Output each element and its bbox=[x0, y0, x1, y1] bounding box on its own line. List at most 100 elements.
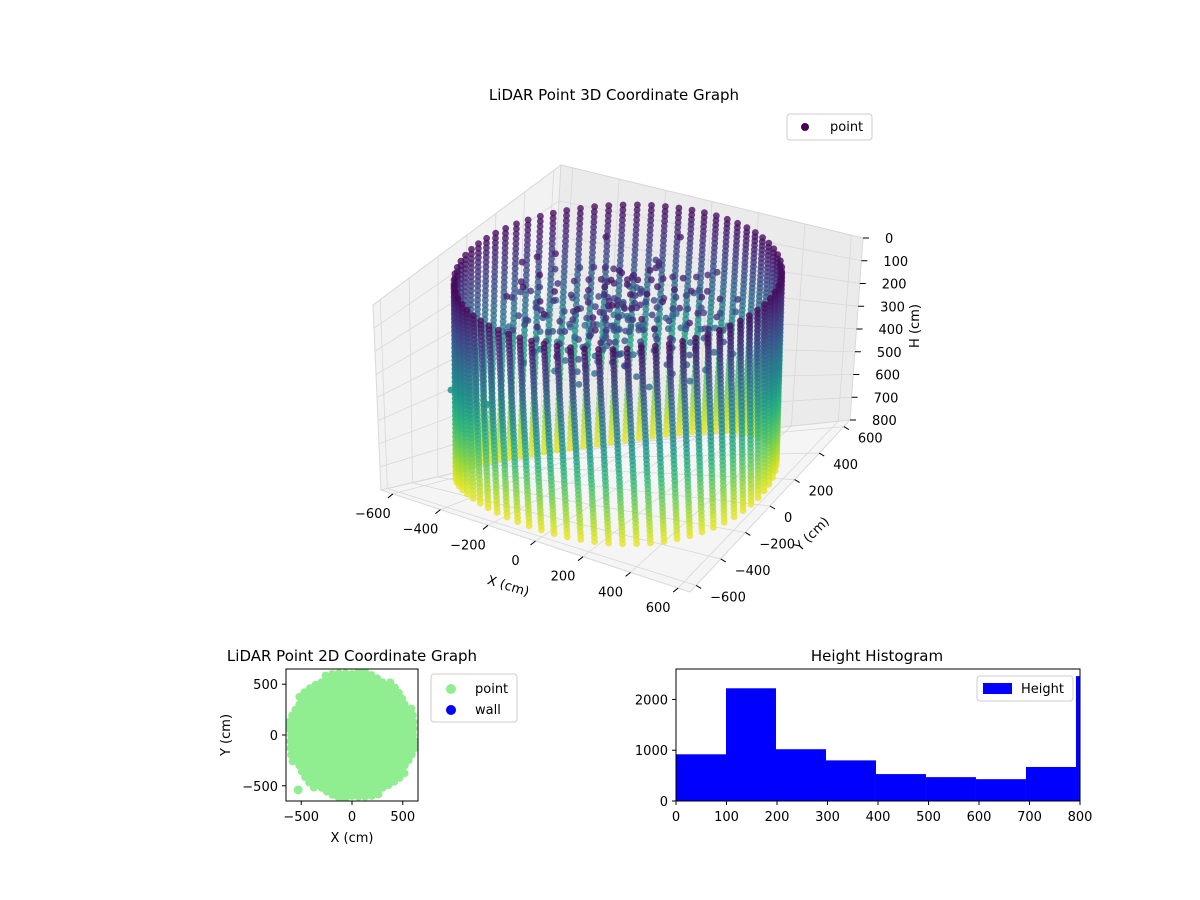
point-marker bbox=[645, 251, 653, 259]
point-marker bbox=[334, 793, 343, 801]
point-marker bbox=[502, 225, 510, 232]
point-marker bbox=[583, 293, 591, 301]
point-marker bbox=[562, 237, 569, 245]
legend-marker-point bbox=[801, 123, 809, 131]
point-marker bbox=[633, 211, 641, 219]
point-marker bbox=[523, 241, 531, 249]
point-marker bbox=[673, 243, 681, 251]
point-marker bbox=[501, 254, 509, 262]
point-marker bbox=[501, 269, 508, 276]
x-tick-label-hist: 500 bbox=[916, 810, 941, 825]
point-marker bbox=[618, 226, 626, 234]
point-marker bbox=[548, 240, 556, 248]
point-marker bbox=[374, 790, 383, 799]
point-marker bbox=[656, 310, 663, 318]
point-marker bbox=[538, 526, 545, 534]
point-marker bbox=[288, 711, 297, 720]
point-marker bbox=[634, 276, 642, 284]
point-marker bbox=[511, 275, 519, 282]
point-marker bbox=[576, 225, 583, 233]
point-marker bbox=[698, 293, 706, 301]
xlabel-3d: X (cm) bbox=[485, 573, 531, 600]
point-marker bbox=[602, 258, 610, 265]
point-marker bbox=[481, 306, 489, 314]
point-marker bbox=[685, 263, 693, 271]
point-marker bbox=[409, 724, 418, 733]
point-marker bbox=[482, 287, 489, 295]
point-marker bbox=[627, 336, 634, 344]
lidar-3d-plot: −600−400−2000200400600−600−400−200020040… bbox=[355, 86, 923, 616]
point-marker bbox=[492, 234, 499, 242]
point-marker bbox=[503, 513, 511, 521]
point-marker bbox=[704, 271, 712, 279]
x-tick-label-hist: 400 bbox=[866, 810, 891, 825]
x-tick-label-hist: 100 bbox=[714, 810, 739, 825]
point-marker bbox=[560, 278, 568, 286]
point-marker bbox=[616, 326, 623, 333]
point-marker bbox=[676, 420, 684, 427]
point-marker bbox=[653, 316, 661, 323]
point-marker bbox=[467, 292, 475, 299]
point-marker bbox=[574, 306, 581, 313]
point-marker bbox=[548, 255, 555, 263]
point-marker bbox=[648, 202, 655, 209]
point-marker bbox=[601, 283, 609, 291]
z-tick-label-3d: 500 bbox=[877, 346, 902, 361]
z-tick-label-3d: 300 bbox=[880, 300, 905, 315]
point-marker bbox=[575, 245, 583, 253]
point-marker bbox=[618, 269, 626, 277]
y-tick-label-3d: −200 bbox=[759, 537, 795, 552]
point-marker bbox=[551, 288, 558, 295]
point-marker bbox=[482, 268, 490, 275]
x-tick-label-hist: 600 bbox=[967, 810, 992, 825]
point-marker bbox=[501, 259, 509, 267]
point-marker bbox=[367, 791, 376, 800]
point-marker bbox=[408, 731, 417, 739]
x-tick-label-3d: 0 bbox=[511, 554, 519, 569]
point-marker bbox=[674, 228, 681, 236]
point-marker bbox=[705, 325, 712, 333]
grid-line bbox=[677, 420, 839, 589]
point-marker bbox=[354, 792, 363, 801]
y-tick-3d bbox=[720, 558, 727, 563]
point-marker bbox=[591, 203, 598, 211]
point-marker bbox=[675, 429, 683, 437]
point-marker bbox=[482, 263, 490, 271]
point-marker bbox=[603, 252, 610, 260]
point-marker bbox=[510, 304, 518, 312]
point-marker bbox=[629, 316, 637, 323]
point-marker bbox=[524, 231, 531, 239]
point-marker bbox=[646, 231, 654, 239]
point-marker bbox=[549, 220, 557, 227]
point-marker bbox=[501, 249, 509, 257]
point-marker bbox=[580, 442, 587, 450]
point-marker bbox=[686, 377, 694, 385]
point-marker bbox=[515, 312, 522, 320]
point-marker bbox=[575, 250, 582, 258]
point-marker bbox=[481, 296, 489, 304]
point-marker bbox=[617, 252, 624, 259]
point-marker bbox=[674, 219, 682, 226]
x-tick-3d bbox=[435, 509, 441, 515]
point-marker bbox=[654, 283, 661, 291]
point-marker bbox=[386, 678, 395, 687]
x-tick-label-3d: 200 bbox=[551, 570, 576, 585]
point-marker bbox=[513, 225, 520, 233]
y-tick-label-3d: 600 bbox=[858, 432, 883, 447]
point-marker bbox=[618, 231, 625, 239]
point-marker bbox=[661, 217, 668, 225]
point-marker bbox=[512, 245, 520, 253]
point-marker bbox=[521, 306, 529, 314]
point-marker bbox=[686, 339, 694, 346]
point-marker bbox=[695, 286, 703, 294]
legend-2d: point wall bbox=[430, 673, 518, 723]
point-marker bbox=[631, 246, 639, 254]
point-marker bbox=[611, 338, 619, 346]
point-marker bbox=[575, 355, 582, 363]
point-marker bbox=[511, 260, 519, 268]
point-marker bbox=[596, 308, 604, 316]
point-marker bbox=[491, 273, 498, 281]
point-marker bbox=[614, 296, 621, 304]
point-marker bbox=[646, 266, 654, 274]
point-marker bbox=[512, 240, 520, 248]
